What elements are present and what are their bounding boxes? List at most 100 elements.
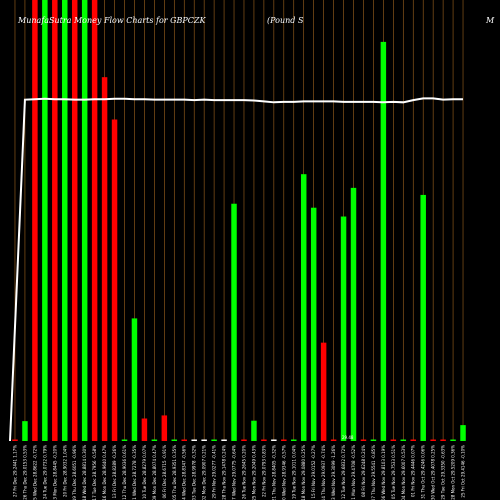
bar xyxy=(310,207,317,441)
bar xyxy=(380,41,387,441)
x-tick-label: 20 Wed Nov 28.9346 -0.57% xyxy=(281,445,286,500)
bar xyxy=(320,342,327,441)
bar xyxy=(410,439,416,441)
bar xyxy=(101,77,108,442)
x-tick-label: 11 Wed Dec 28.7278 -0.35% xyxy=(132,445,137,500)
x-tick-label: 19 Tue Nov 29.1011 0.04% xyxy=(291,445,296,499)
x-tick-label: 25 Wed Dec 28.8622 -0.72% xyxy=(32,445,37,500)
bar xyxy=(32,0,38,441)
x-tick-label: 25 Fri Oct 29.4146 -0.10% xyxy=(461,445,466,498)
x-tick-label: 26 Tue Nov 29.2645 0.20% xyxy=(241,445,246,499)
x-tick-label: 12 Thu Dec 28.9036 0.61% xyxy=(122,445,127,500)
x-tick-label: 07 Thu Nov 29.5541 -0.85% xyxy=(371,445,376,500)
bar xyxy=(300,174,307,441)
bar xyxy=(131,318,138,441)
x-tick-label: 17 Tue Dec 28.7956 -0.58% xyxy=(92,445,97,500)
x-tick-labels: 27 Fri Dec 29.2441 1.17% 26 Thu Dec 29.01… xyxy=(12,445,465,500)
money-flow-line xyxy=(9,97,464,442)
x-tick-label: 29 Tue Oct 29.3350 -0.63% xyxy=(441,445,446,500)
x-tick-label: 01 Fri Nov 29.4446 0.07% xyxy=(411,445,416,497)
x-tick-label: 06 Wed Nov 29.8103 0.19% xyxy=(381,445,386,500)
bar xyxy=(181,439,187,441)
x-tick-label: 13 Wed Nov 29.3099 -1.26% xyxy=(331,445,336,500)
x-tick-label: 27 Wed Nov 29.0775 -0.64% xyxy=(232,445,237,500)
x-tick-label: 12 Tue Nov 29.6832 0.72% xyxy=(341,445,346,499)
x-tick-label: 18 Mon Nov 29.0880 0.25% xyxy=(301,445,306,500)
bar xyxy=(340,216,347,441)
x-tick-label: 14 Thu Nov 29.0937 -0.74% xyxy=(321,445,326,500)
bar xyxy=(241,439,247,441)
bar xyxy=(350,187,357,441)
bar xyxy=(460,425,466,441)
bar xyxy=(111,119,118,441)
bar xyxy=(440,439,446,441)
x-tick-label: 05 Tue Nov 29.7533 0.51% xyxy=(391,445,396,499)
bar xyxy=(81,0,88,441)
x-tick-label: 05 Thu Dec 28.9351 0.35% xyxy=(172,445,177,500)
bar xyxy=(281,439,287,441)
x-tick-label: 30 Wed Oct 29.4078 0.25% xyxy=(431,445,436,500)
bar xyxy=(221,439,227,441)
bar xyxy=(390,439,397,441)
bar xyxy=(291,439,297,441)
bar xyxy=(171,439,178,441)
chart-subtitle: (Pound S xyxy=(267,16,304,25)
x-tick-label: 29 Fri Nov 29.0277 -0.41% xyxy=(212,445,217,499)
x-tick-label: 19 Thu Dec 28.6051 -0.96% xyxy=(72,445,77,500)
bar xyxy=(91,0,98,441)
page-marker: M xyxy=(485,16,495,25)
bar xyxy=(12,439,18,441)
bars-layer xyxy=(12,0,466,442)
bar xyxy=(121,439,128,441)
bar xyxy=(271,439,277,441)
x-tick-label: 26 Thu Dec 29.0153 0.53% xyxy=(22,445,27,500)
bar xyxy=(201,439,207,441)
x-tick-label: 21 Thu Nov 28.8405 -0.32% xyxy=(271,445,276,500)
bar xyxy=(370,439,377,441)
line-layer xyxy=(9,97,464,442)
x-tick-label: 31 Thu Oct 29.4246 0.06% xyxy=(421,445,426,499)
bar xyxy=(42,0,48,441)
x-tick-label: 13 Fri Dec 28.8289 -0.26% xyxy=(112,445,117,499)
bar xyxy=(430,439,436,441)
bar xyxy=(360,439,367,441)
bar xyxy=(22,421,28,441)
x-tick-label: 10 Tue Dec 28.8279 0.07% xyxy=(142,445,147,499)
bar-label: 29.48 xyxy=(342,435,354,440)
bar xyxy=(141,418,148,441)
x-tick-label: 04 Mon Nov 29.6007 0.53% xyxy=(401,445,406,500)
bar xyxy=(211,439,217,441)
bar xyxy=(450,439,456,441)
bar xyxy=(52,0,58,441)
x-tick-label: 15 Fri Nov 29.0152 -0.27% xyxy=(311,445,316,499)
x-tick-label: 20 Fri Dec 28.9032 1.04% xyxy=(62,445,67,497)
bar xyxy=(151,439,158,441)
x-tick-label: 06 Fri Dec 28.6715 -0.91% xyxy=(162,445,167,499)
bar xyxy=(330,439,337,441)
x-tick-label: 23 Mon Dec 28.8445 -0.20% xyxy=(52,445,57,500)
x-tick-label: 04 Wed Dec 28.8347 -0.56% xyxy=(182,445,187,500)
x-tick-label: 28 Thu Nov 29.1478 0.24% xyxy=(222,445,227,500)
bar xyxy=(420,194,426,441)
chart-title: MunafaSutra Money Flow Charts for GBPCZK xyxy=(17,16,206,25)
x-tick-label: 03 Tue Dec 28.9978 -0.32% xyxy=(192,445,197,500)
bar xyxy=(231,203,237,441)
bar xyxy=(400,439,407,441)
bar xyxy=(161,415,168,441)
bar xyxy=(62,0,68,441)
x-tick-label: 27 Fri Dec 29.2441 1.17% xyxy=(12,445,17,497)
x-tick-label: 18 Wed Dec 28.8814 0.30% xyxy=(82,445,87,500)
bar xyxy=(191,439,197,441)
x-tick-label: 08 Fri Nov 29.6248 0.24% xyxy=(361,445,366,497)
x-tick-label: 16 Mon Dec 28.9640 0.47% xyxy=(102,445,107,500)
x-tick-label: 11 Mon Nov 29.4708 -0.52% xyxy=(351,445,356,500)
x-tick-label: 24 Tue Dec 29.0732 0.79% xyxy=(42,445,47,499)
bar xyxy=(71,0,78,441)
x-tick-label: 25 Mon Nov 29.2049 0.43% xyxy=(251,445,256,500)
bar xyxy=(261,439,267,441)
x-tick-label: 22 Fri Nov 29.0793 0.83% xyxy=(261,445,266,497)
x-tick-label: 09 Mon Dec 28.8074 0.47% xyxy=(152,445,157,500)
bar xyxy=(251,420,257,441)
x-tick-label: 28 Mon Oct 29.5209 0.36% xyxy=(451,445,456,500)
